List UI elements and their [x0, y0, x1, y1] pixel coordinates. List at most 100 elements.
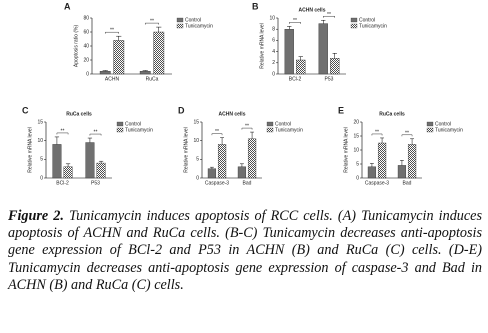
y-tick-label: 10: [193, 138, 199, 144]
error-bar: [209, 166, 214, 169]
legend-swatch: [350, 23, 358, 29]
y-axis-label: Apoptosis ratio (%): [73, 25, 79, 68]
y-tick-label: 5: [40, 157, 43, 163]
bar: [318, 23, 328, 75]
x-tick-label: ACHN: [105, 76, 120, 82]
significance-label: **: [150, 19, 154, 25]
legend-swatch: [426, 127, 434, 133]
legend-label: Tunicamycin: [125, 127, 153, 133]
significance-bracket: [241, 127, 253, 130]
significance-bracket: [105, 32, 119, 34]
significance-label: **: [405, 130, 409, 136]
legend-swatch: [116, 121, 124, 127]
significance-label: **: [375, 129, 379, 135]
significance-label: **: [94, 130, 98, 136]
significance-label: **: [327, 12, 331, 18]
bar: [217, 144, 227, 179]
chart-title: RuCa cells: [66, 111, 92, 117]
y-tick-label: 0: [196, 175, 199, 181]
error-bar: [116, 35, 122, 41]
significance-bracket: [56, 132, 69, 135]
significance-bracket: [371, 133, 383, 136]
error-bar: [65, 163, 71, 167]
legend-label: Tunicamycin: [359, 23, 387, 29]
error-bar: [287, 26, 292, 30]
legend-swatch: [116, 127, 124, 133]
error-bar: [298, 56, 303, 60]
bar: [153, 31, 165, 75]
bar: [52, 144, 62, 179]
significance-bracket: [323, 16, 335, 18]
significance-label: **: [293, 18, 297, 24]
bar: [113, 40, 125, 75]
y-tick-label: 5: [356, 161, 359, 167]
y-tick-label: 5: [196, 157, 199, 163]
error-bar: [380, 137, 385, 143]
error-bar: [54, 136, 60, 145]
y-tick-label: 10: [37, 138, 43, 144]
bar: [207, 168, 217, 179]
significance-bracket: [145, 22, 159, 25]
significance-label: **: [110, 28, 114, 34]
error-bar: [410, 138, 415, 145]
y-axis-label: Relative mRNA level: [259, 23, 265, 69]
error-bar: [332, 53, 337, 59]
x-tick-label: BCl-2: [56, 180, 69, 186]
bar: [296, 59, 306, 75]
bar: [247, 138, 257, 179]
legend-swatch: [350, 17, 358, 23]
chart-title: ACHN cells: [299, 7, 326, 13]
bar: [330, 58, 340, 75]
y-tick-label: 4: [272, 49, 275, 55]
error-bar: [102, 70, 108, 72]
y-tick-label: 0: [40, 175, 43, 181]
y-tick-label: 2: [272, 60, 275, 66]
y-tick-label: 20: [83, 57, 89, 63]
x-tick-label: Bad: [403, 180, 412, 186]
legend-label: Control: [435, 121, 451, 127]
y-tick-label: 20: [353, 119, 359, 125]
significance-label: **: [215, 129, 219, 135]
legend-swatch: [266, 127, 274, 133]
y-tick-label: 15: [353, 133, 359, 139]
legend-swatch: [176, 23, 184, 29]
x-tick-label: RuCa: [146, 76, 159, 82]
legend-label: Control: [125, 121, 141, 127]
y-tick-label: 0: [272, 71, 275, 77]
panel-label: D: [178, 105, 185, 115]
significance-label: **: [245, 124, 249, 130]
y-tick-label: 0: [356, 175, 359, 181]
y-axis-label: Relative mRNA level: [343, 127, 349, 173]
error-bar: [239, 163, 244, 167]
error-bar: [321, 19, 326, 24]
legend-label: Control: [275, 121, 291, 127]
y-axis-label: Relative mRNA level: [27, 127, 33, 173]
significance-bracket: [211, 133, 223, 136]
y-tick-label: 15: [193, 119, 199, 125]
panel-label: B: [252, 1, 259, 11]
bar: [367, 166, 377, 179]
bar: [377, 142, 387, 179]
bar: [63, 166, 73, 179]
bar: [85, 142, 95, 179]
caption: Figure 2. Tunicamycin induces apoptosis …: [8, 208, 482, 294]
error-bar: [156, 26, 162, 32]
bar: [237, 166, 247, 179]
panel-label: A: [64, 1, 71, 11]
bar: [407, 144, 417, 179]
legend-swatch: [426, 121, 434, 127]
significance-label: **: [61, 128, 65, 134]
caption-text: Tunicamycin induces apoptosis of RCC cel…: [8, 208, 482, 293]
chart-title: RuCa cells: [379, 111, 405, 117]
error-bar: [250, 131, 255, 139]
error-bar: [399, 160, 404, 166]
panel-label: C: [22, 105, 29, 115]
error-bar: [98, 160, 104, 164]
y-axis-label: Relative mRNA level: [183, 127, 189, 173]
legend-label: Tunicamycin: [275, 127, 303, 133]
bar: [284, 29, 294, 75]
chart-title: ACHN cells: [219, 111, 246, 117]
x-tick-label: Bad: [243, 180, 252, 186]
y-tick-label: 0: [86, 71, 89, 77]
